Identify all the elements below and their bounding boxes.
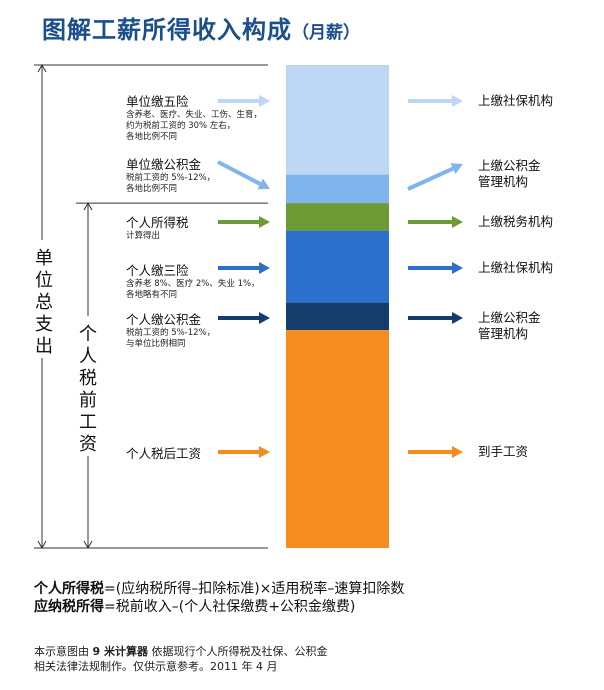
arrow-head [450,163,463,175]
destination-label: 上缴社保机构 [478,93,554,108]
arrow-head [259,95,270,107]
arrow-head [452,262,463,274]
company-total-vertical-label: 单位总支出 [33,248,55,358]
page-subtitle: （月薪） [292,23,360,43]
segment-label: 个人缴三险 [126,263,189,278]
formula-taxable-term: 应纳税所得 [34,599,104,615]
bar-segment [286,65,389,175]
destination-label: 上缴税务机构 [478,214,554,229]
segment-description: 计算得出 [126,231,161,241]
segment-description: 含养老、医疗、失业、工伤、生育， 约为税前工资的 30% 左右， 各地比例不同 [126,110,263,142]
arrow-head [452,446,463,458]
arrow-head [259,312,270,324]
arrow-head [259,262,270,274]
bar-segment [286,203,389,231]
segment-label: 个人缴公积金 [126,312,202,327]
bar-segment [286,302,389,331]
pretax-vertical-label: 个人税前工资 [77,324,99,456]
arrow-head [452,95,463,107]
segment-label: 单位缴五险 [126,94,189,109]
segment-description: 税前工资的 5%-12%， 与单位比例相同 [126,328,216,349]
destination-label: 到手工资 [478,444,529,459]
formula-tax-body: =(应纳税所得–扣除标准)×适用税率–速算扣除数 [104,581,405,597]
bar-segment [286,174,389,204]
destination-label: 上缴社保机构 [478,260,554,275]
destination-label: 上缴公积金 管理机构 [478,310,541,341]
formula-tax-term: 个人所得税 [34,581,104,597]
bar-segment [286,230,389,303]
bar-segment [286,330,389,548]
segment-description: 税前工资的 5%-12%， 各地比例不同 [126,173,216,194]
arrow-head [452,312,463,324]
arrow-shaft [217,160,262,186]
arrow-head [257,178,270,190]
segment-label: 个人所得税 [126,215,189,230]
formula-taxable-body: =税前收入–(个人社保缴费+公积金缴费) [104,599,356,615]
arrow-shaft [407,166,454,191]
arrow-head [452,216,463,228]
segment-label: 个人税后工资 [126,446,202,461]
formula-tax: 个人所得税=(应纳税所得–扣除标准)×适用税率–速算扣除数 [34,580,404,598]
segment-description: 含养老 8%、医疗 2%、失业 1%， 各地略有不同 [126,279,260,300]
formula-taxable: 应纳税所得=税前收入–(个人社保缴费+公积金缴费) [34,598,355,616]
arrow-head [259,446,270,458]
arrow-head [259,216,270,228]
footnote-brand: 9 米计算器 [92,645,148,658]
segment-label: 单位缴公积金 [126,157,202,172]
footnote: 本示意图由 9 米计算器 依据现行个人所得税及社保、公积金 相关法律法规制作。仅… [34,645,328,673]
page-title: 图解工薪所得收入构成（月薪） [42,16,360,44]
destination-label: 上缴公积金 管理机构 [478,158,541,189]
footnote-line2: 相关法律法规制作。仅供示意参考。2011 年 4 月 [34,660,278,673]
